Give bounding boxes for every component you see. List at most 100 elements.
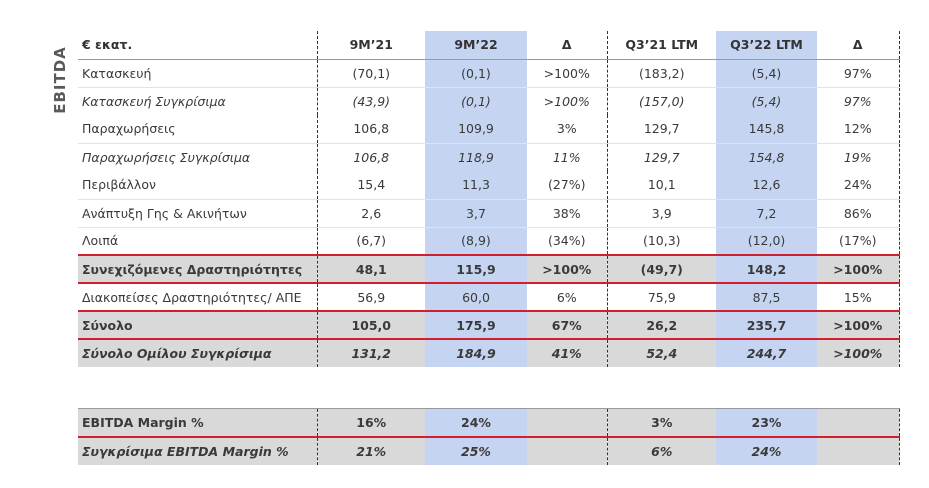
row-label-cell: Λοιπά bbox=[78, 227, 317, 256]
value-cell: >100% bbox=[527, 59, 608, 88]
value-cell: 19% bbox=[817, 143, 900, 171]
value-cell: 21% bbox=[316, 436, 425, 465]
value-cell: (27%) bbox=[527, 171, 608, 200]
value-cell: 97% bbox=[817, 59, 900, 88]
ebitda-side-label: EBITDA bbox=[50, 40, 70, 120]
value-cell: 10,1 bbox=[606, 171, 716, 200]
row-label-cell: Παραχωρήσεις Συγκρίσιμα bbox=[82, 149, 251, 165]
value-cell: (8,9) bbox=[425, 227, 527, 256]
value-cell: (5,4) bbox=[716, 87, 817, 115]
row-label-cell: Σύνολο Ομίλου Συγκρίσιμα bbox=[78, 338, 317, 367]
value-cell: 25% bbox=[425, 436, 527, 465]
value-cell: (49,7) bbox=[606, 254, 716, 284]
value-cell: 2,6 bbox=[316, 199, 425, 228]
value-cell: 118,9 bbox=[425, 143, 527, 171]
value-cell: (34%) bbox=[527, 227, 608, 256]
value-cell: (0,1) bbox=[425, 59, 527, 88]
value-cell: 3% bbox=[606, 408, 716, 438]
value-cell: 56,9 bbox=[316, 283, 425, 312]
row-label-cell: Ανάπτυξη Γης & Ακινήτων bbox=[78, 199, 317, 228]
ebitda-side-label-text: EBITDA bbox=[51, 46, 69, 114]
ebitda-margin-table: EBITDA Margin % 16% 24% 3% 23% Συγκρίσιμα EBI… bbox=[78, 408, 900, 465]
margin-row: EBITDA Margin % 16% 24% 3% 23% bbox=[78, 408, 900, 438]
value-cell: >100% bbox=[527, 87, 608, 115]
row-label-cell: Συγκρίσιμα EBITDA Margin % bbox=[78, 436, 317, 465]
row-label-cell: EBITDA Margin % bbox=[78, 408, 317, 438]
value-cell: 9M’22 bbox=[425, 31, 527, 60]
value-cell: >100% bbox=[527, 254, 608, 284]
value-cell: >100% bbox=[817, 338, 900, 367]
value-cell: (5,4) bbox=[716, 59, 817, 88]
value-cell bbox=[817, 436, 900, 465]
value-cell: (17%) bbox=[817, 227, 900, 256]
table-row: Διακοπείσες Δραστηριότητες/ ΑΠΕ 56,9 60,0 6… bbox=[78, 283, 900, 312]
value-cell: 24% bbox=[716, 436, 817, 465]
value-cell: 23% bbox=[716, 408, 817, 438]
value-cell: (6,7) bbox=[316, 227, 425, 256]
table-row: Περιβάλλον 15,4 11,3 (27%) 10,1 12,6 24% bbox=[78, 171, 900, 200]
row-label-cell: Παραχωρήσεις bbox=[78, 115, 317, 144]
value-cell: 12,6 bbox=[716, 171, 817, 200]
value-cell: 154,8 bbox=[716, 143, 817, 171]
table-row: Κατασκευή Συγκρίσιμα (43,9) (0,1) >100% (157… bbox=[78, 87, 900, 115]
value-cell: 131,2 bbox=[316, 338, 425, 367]
row-label-cell: Κατασκευή Συγκρίσιμα bbox=[82, 93, 226, 109]
value-cell: 48,1 bbox=[316, 254, 425, 284]
value-cell: (10,3) bbox=[606, 227, 716, 256]
value-cell: 97% bbox=[817, 87, 900, 115]
value-cell: 129,7 bbox=[606, 115, 716, 144]
value-cell: (157,0) bbox=[606, 87, 716, 115]
value-cell: 9M’21 bbox=[316, 31, 425, 60]
value-cell: Q3’22 LTM bbox=[716, 31, 817, 60]
value-cell: 109,9 bbox=[425, 115, 527, 144]
value-cell: (0,1) bbox=[425, 87, 527, 115]
row-label-cell: Κατασκευή bbox=[78, 59, 317, 88]
table-row: Παραχωρήσεις Συγκρίσιμα 106,8 118,9 11% 129,… bbox=[78, 143, 900, 171]
value-cell bbox=[527, 436, 608, 465]
value-cell: >100% bbox=[817, 254, 900, 284]
row-label-cell: Συνεχιζόμενες Δραστηριότητες bbox=[78, 254, 317, 284]
value-cell: 115,9 bbox=[425, 254, 527, 284]
row-label-cell: Περιβάλλον bbox=[78, 171, 317, 200]
value-cell bbox=[527, 408, 608, 438]
value-cell: Δ bbox=[817, 31, 900, 60]
value-cell: 3,9 bbox=[606, 199, 716, 228]
value-cell: 175,9 bbox=[425, 310, 527, 339]
value-cell: 24% bbox=[425, 408, 527, 438]
ebitda-table-body: € εκατ. 9M’21 9M’22 Δ Q3’21 LTM Q3’22 LTM Δ Κατ… bbox=[78, 31, 900, 367]
value-cell: 3,7 bbox=[425, 199, 527, 228]
value-cell: (70,1) bbox=[316, 59, 425, 88]
value-cell: 60,0 bbox=[425, 283, 527, 312]
margin-row: Συγκρίσιμα EBITDA Margin % 21% 25% 6% 24% bbox=[78, 436, 900, 465]
ebitda-table: € εκατ. 9M’21 9M’22 Δ Q3’21 LTM Q3’22 LTM Δ Κατ… bbox=[78, 31, 900, 367]
value-cell: 86% bbox=[817, 199, 900, 228]
value-cell: Δ bbox=[527, 31, 608, 60]
value-cell: (43,9) bbox=[316, 87, 425, 115]
table-row: Ανάπτυξη Γης & Ακινήτων 2,6 3,7 38% 3,9 7,2 86… bbox=[78, 199, 900, 228]
value-cell: 11,3 bbox=[425, 171, 527, 200]
value-cell: 24% bbox=[817, 171, 900, 200]
row-label-cell: € εκατ. bbox=[78, 31, 317, 60]
value-cell: 87,5 bbox=[716, 283, 817, 312]
table-row: Σύνολο 105,0 175,9 67% 26,2 235,7 >100% bbox=[78, 310, 900, 339]
value-cell: 129,7 bbox=[606, 143, 716, 171]
value-cell: 106,8 bbox=[316, 115, 425, 144]
table-row: Συνεχιζόμενες Δραστηριότητες 48,1 115,9 >10… bbox=[78, 254, 900, 284]
value-cell: 67% bbox=[527, 310, 608, 339]
ebitda-margin-table-body: EBITDA Margin % 16% 24% 3% 23% Συγκρίσιμα EBI… bbox=[78, 408, 900, 465]
table-row: Παραχωρήσεις 106,8 109,9 3% 129,7 145,8 12% bbox=[78, 115, 900, 144]
value-cell: 145,8 bbox=[716, 115, 817, 144]
value-cell: 15% bbox=[817, 283, 900, 312]
value-cell: 3% bbox=[527, 115, 608, 144]
value-cell: 184,9 bbox=[425, 338, 527, 367]
value-cell: 38% bbox=[527, 199, 608, 228]
value-cell: 244,7 bbox=[716, 338, 817, 367]
value-cell: 41% bbox=[527, 338, 608, 367]
row-label-cell: Διακοπείσες Δραστηριότητες/ ΑΠΕ bbox=[78, 283, 317, 312]
value-cell: 6% bbox=[606, 436, 716, 465]
value-cell: 105,0 bbox=[316, 310, 425, 339]
value-cell: >100% bbox=[817, 310, 900, 339]
table-header-row: € εκατ. 9M’21 9M’22 Δ Q3’21 LTM Q3’22 LTM Δ bbox=[78, 31, 900, 60]
value-cell: 235,7 bbox=[716, 310, 817, 339]
value-cell: (183,2) bbox=[606, 59, 716, 88]
